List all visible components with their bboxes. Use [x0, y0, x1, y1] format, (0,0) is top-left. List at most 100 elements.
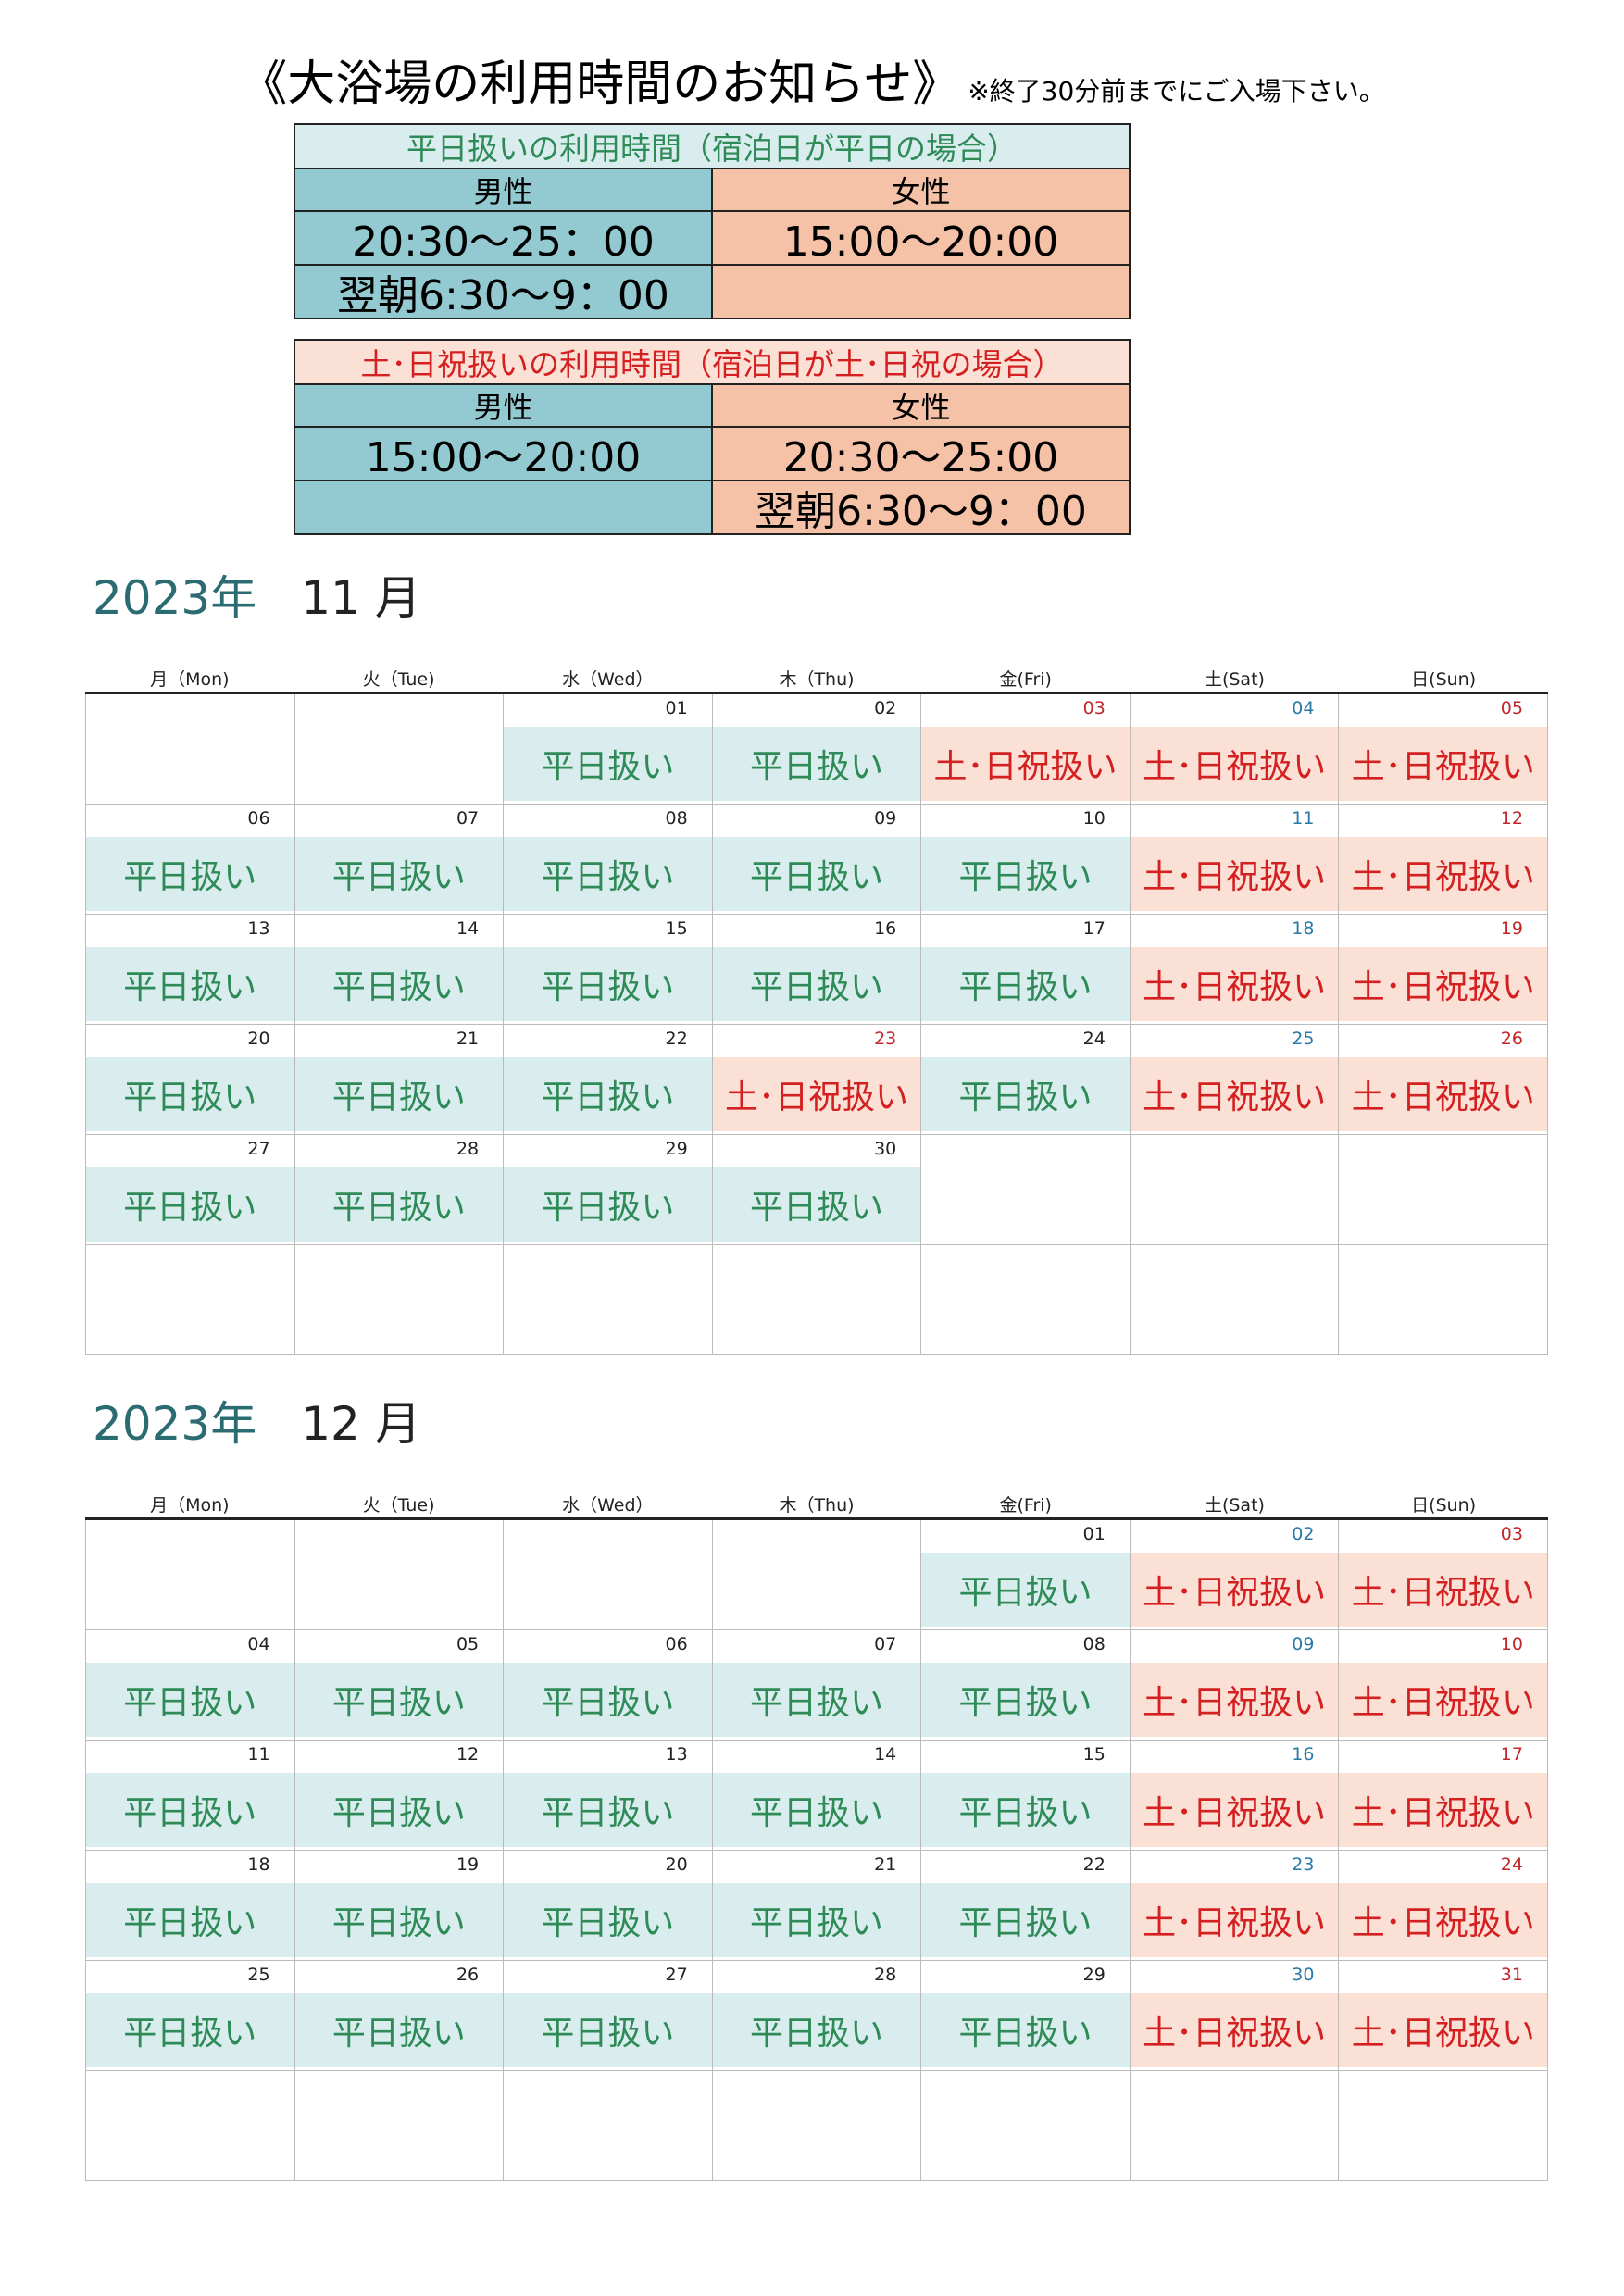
- day-number: 10: [1500, 1634, 1523, 1654]
- empty-day-cell: [1339, 2071, 1548, 2181]
- day-number: 15: [665, 918, 688, 939]
- dow-tue: 火（Tue): [362, 1495, 435, 1516]
- weekend-rate-label: 土･日祝扱い: [1130, 1993, 1339, 2067]
- day-number: 12: [456, 1744, 480, 1765]
- day-number: 11: [247, 1744, 270, 1765]
- day-number: 17: [1500, 1744, 1523, 1765]
- weekday-rate-label: 平日扱い: [294, 1663, 504, 1737]
- weekday-rate-label: 平日扱い: [504, 1883, 712, 1957]
- day-number: 07: [456, 808, 480, 829]
- weekend-rate-label: 土･日祝扱い: [1339, 1883, 1547, 1957]
- day-number: 22: [665, 1029, 688, 1049]
- day-number: 06: [665, 1634, 688, 1654]
- day-cell: 12 平日扱い: [294, 1741, 505, 1851]
- dow-tue: 火（Tue): [362, 669, 435, 690]
- day-cell: 28 平日扱い: [294, 1135, 505, 1245]
- day-cell: 24 土･日祝扱い: [1339, 1851, 1548, 1961]
- empty-day-cell: [712, 1245, 922, 1355]
- weekday-rate-label: 平日扱い: [712, 1883, 921, 1957]
- day-number: 24: [1500, 1854, 1523, 1875]
- day-number: 30: [874, 1139, 897, 1159]
- weekend-rate-label: 土･日祝扱い: [1339, 1553, 1547, 1627]
- weekday-rate-label: 平日扱い: [504, 1057, 712, 1131]
- day-cell: 11 土･日祝扱い: [1130, 805, 1340, 915]
- weekend-rate-label: 土･日祝扱い: [1130, 1553, 1339, 1627]
- day-cell: 18 土･日祝扱い: [1130, 915, 1340, 1025]
- dow-sun: 日(Sun): [1411, 669, 1477, 690]
- dow-sat: 土(Sat): [1204, 1495, 1265, 1516]
- day-number: 03: [1082, 698, 1106, 718]
- weekday-header-row: 月（Mon) 火（Tue) 水（Wed） 木（Thu) 金(Fri) 土(Sat…: [85, 667, 1548, 694]
- day-number: 07: [874, 1634, 897, 1654]
- day-number: 04: [1292, 698, 1315, 718]
- weekend-rate-label: 土･日祝扱い: [1130, 837, 1339, 911]
- day-cell: 25 土･日祝扱い: [1130, 1025, 1340, 1135]
- day-number: 19: [456, 1854, 480, 1875]
- female-time-2: [713, 266, 1129, 318]
- day-cell: 03 土･日祝扱い: [921, 694, 1131, 805]
- day-cell: 16 平日扱い: [712, 915, 922, 1025]
- weekend-rate-label: 土･日祝扱い: [1339, 947, 1547, 1021]
- weekend-rate-label: 土･日祝扱い: [1339, 1993, 1547, 2067]
- november-month: 11 月: [301, 571, 421, 625]
- weekend-rate-label: 土･日祝扱い: [1130, 1883, 1339, 1957]
- empty-day-cell: [1130, 2071, 1340, 2181]
- day-number: 23: [874, 1029, 897, 1049]
- weekday-rate-label: 平日扱い: [86, 1883, 294, 1957]
- day-number: 12: [1500, 808, 1523, 829]
- day-cell: 21 平日扱い: [294, 1025, 505, 1135]
- day-cell: 07 平日扱い: [294, 805, 505, 915]
- day-number: 28: [874, 1965, 897, 1985]
- weekday-rate-label: 平日扱い: [921, 1993, 1130, 2067]
- day-cell: 04 平日扱い: [86, 1630, 295, 1741]
- november-grid: 01 平日扱い 02 平日扱い 03 土･日祝扱い 04 土･日祝扱い 05 土･日祝扱い 06 平日…: [85, 694, 1548, 1355]
- december-calendar: 月（Mon) 火（Tue) 水（Wed） 木（Thu) 金(Fri) 土(Sat…: [85, 1492, 1548, 2181]
- day-cell: 15 平日扱い: [504, 915, 713, 1025]
- weekday-rate-label: 平日扱い: [921, 1663, 1130, 1737]
- day-cell: 16 土･日祝扱い: [1130, 1741, 1340, 1851]
- empty-day-cell: [294, 2071, 505, 2181]
- day-cell: 02 土･日祝扱い: [1130, 1520, 1340, 1630]
- dow-mon: 月（Mon): [150, 669, 230, 690]
- weekend-schedule-header: 土･日祝扱いの利用時間（宿泊日が土･日祝の場合）: [295, 341, 1129, 385]
- day-number: 16: [1292, 1744, 1315, 1765]
- december-year: 2023年: [93, 1397, 257, 1451]
- page-title: 《大浴場の利用時間のお知らせ》: [239, 56, 961, 112]
- weekend-rate-label: 土･日祝扱い: [1130, 1663, 1339, 1737]
- day-number: 31: [1500, 1965, 1523, 1985]
- day-cell: 22 平日扱い: [921, 1851, 1131, 1961]
- dow-wed: 水（Wed）: [562, 669, 654, 690]
- dow-mon: 月（Mon): [150, 1495, 230, 1516]
- weekend-rate-label: 土･日祝扱い: [1130, 727, 1339, 801]
- day-number: 27: [247, 1139, 270, 1159]
- female-time-1: 15:00～20:00: [713, 212, 1129, 266]
- day-cell: 23 土･日祝扱い: [712, 1025, 922, 1135]
- empty-day-cell: [1339, 1245, 1548, 1355]
- day-cell: 26 平日扱い: [294, 1961, 505, 2071]
- day-cell: 14 平日扱い: [712, 1741, 922, 1851]
- weekday-rate-label: 平日扱い: [504, 1993, 712, 2067]
- day-cell: 15 平日扱い: [921, 1741, 1131, 1851]
- weekday-rate-label: 平日扱い: [86, 1057, 294, 1131]
- day-cell: 19 平日扱い: [294, 1851, 505, 1961]
- december-grid: 01 平日扱い 02 土･日祝扱い 03 土･日祝扱い 04 平日扱い 05 平日扱い 06 平日扱い…: [85, 1520, 1548, 2181]
- day-number: 20: [247, 1029, 270, 1049]
- weekday-rate-label: 平日扱い: [712, 1993, 921, 2067]
- weekend-schedule-table: 土･日祝扱いの利用時間（宿泊日が土･日祝の場合） 男性 女性 15:00～20:…: [294, 339, 1131, 535]
- day-number: 26: [456, 1965, 480, 1985]
- day-number: 02: [874, 698, 897, 718]
- december-heading: 2023年 12 月: [93, 1387, 421, 1454]
- female-label: 女性: [713, 169, 1129, 210]
- weekday-rate-label: 平日扱い: [921, 1883, 1130, 1957]
- empty-day-cell: [712, 1520, 922, 1630]
- weekend-rate-label: 土･日祝扱い: [1339, 1057, 1547, 1131]
- weekday-rate-label: 平日扱い: [294, 947, 504, 1021]
- weekday-rate-label: 平日扱い: [294, 1883, 504, 1957]
- december-month: 12 月: [301, 1397, 421, 1451]
- day-cell: 05 土･日祝扱い: [1339, 694, 1548, 805]
- weekday-rate-label: 平日扱い: [86, 1663, 294, 1737]
- day-cell: 14 平日扱い: [294, 915, 505, 1025]
- empty-day-cell: [86, 2071, 295, 2181]
- day-cell: 26 土･日祝扱い: [1339, 1025, 1548, 1135]
- day-number: 05: [456, 1634, 480, 1654]
